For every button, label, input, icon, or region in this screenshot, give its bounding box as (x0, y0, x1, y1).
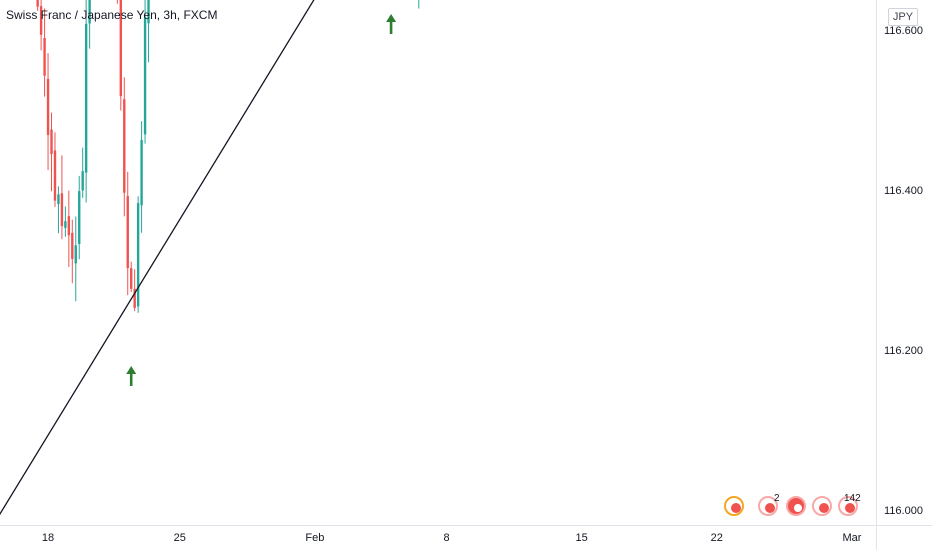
candle-body (78, 191, 81, 245)
candle-body (136, 203, 140, 307)
currency-label[interactable]: JPY (888, 8, 918, 26)
candle-body (36, 0, 39, 7)
earnings-event-icon[interactable] (786, 496, 806, 516)
candle-body (130, 268, 133, 289)
support-up-arrow-icon (126, 366, 137, 386)
event-badges: 2 142 (720, 493, 870, 518)
candle-body (126, 196, 129, 269)
support-up-arrow-icon (386, 14, 397, 34)
y-tick-label: 116.600 (884, 25, 923, 37)
x-tick-label: Mar (842, 532, 861, 544)
event-count-label: 2 (774, 493, 780, 504)
dividend-event-icon[interactable] (758, 496, 778, 516)
y-tick-label: 116.200 (884, 345, 923, 357)
candle-body (64, 221, 67, 228)
candle-body (43, 37, 46, 76)
x-tick-label: 22 (711, 532, 723, 544)
candle-body (71, 232, 74, 259)
candle-body (60, 193, 64, 227)
x-tick-label: Feb (305, 532, 324, 544)
candle-body (88, 0, 91, 24)
candle-body (46, 78, 50, 135)
candle-body (133, 288, 136, 308)
candle-body (147, 0, 150, 24)
candle-body (81, 171, 84, 191)
economic-event-icon[interactable] (724, 496, 744, 516)
x-tick-label: 8 (443, 532, 449, 544)
y-tick-label: 116.000 (884, 505, 923, 517)
candle-body (67, 216, 71, 236)
candle-body (53, 150, 57, 201)
candle-body (119, 0, 123, 97)
candle-body (57, 194, 60, 205)
candle-body (50, 129, 53, 155)
x-tick-label: 18 (42, 532, 54, 544)
support-trendline (0, 0, 315, 516)
candle-body (84, 23, 88, 173)
candle-body (143, 17, 147, 135)
x-tick-label: 25 (174, 532, 186, 544)
candle-body (140, 139, 143, 206)
chart-title: Swiss Franc / Japanese Yen, 3h, FXCM (6, 8, 218, 22)
ideas-count-label: 142 (844, 493, 861, 504)
candle-body (74, 245, 77, 264)
candle-body (39, 6, 43, 35)
ideas-event-icon[interactable] (838, 496, 858, 516)
y-tick-label: 116.400 (884, 185, 923, 197)
candle-body (123, 99, 126, 193)
x-tick-label: 15 (576, 532, 588, 544)
news-event-icon[interactable] (812, 496, 832, 516)
